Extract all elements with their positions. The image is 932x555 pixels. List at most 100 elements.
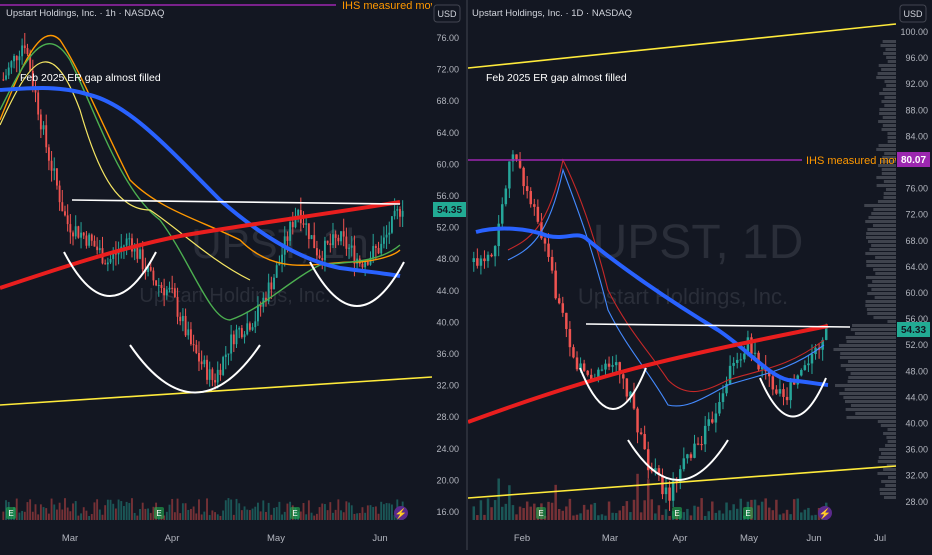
volume-profile-bar bbox=[840, 364, 896, 367]
volume-profile-bar bbox=[845, 336, 896, 339]
volume-profile-bar bbox=[846, 340, 896, 343]
volume-profile-bar bbox=[885, 444, 896, 447]
left-chart-panel[interactable]: UPST, 1h Upstart Holdings, Inc. IHS meas… bbox=[0, 0, 466, 550]
lightning-icon[interactable] bbox=[394, 506, 408, 520]
candle-body bbox=[106, 262, 109, 265]
volume-bar bbox=[525, 501, 529, 520]
candle-body bbox=[515, 154, 518, 160]
lightning-icon[interactable] bbox=[818, 506, 832, 520]
candle-body bbox=[152, 270, 155, 281]
earnings-icon[interactable] bbox=[290, 507, 300, 519]
volume-bar bbox=[90, 514, 93, 520]
volume-bar bbox=[600, 514, 604, 520]
candle-body bbox=[568, 329, 572, 348]
price-tick-label: 24.00 bbox=[436, 444, 459, 454]
volume-profile-bar bbox=[886, 56, 896, 59]
volume-bar bbox=[476, 515, 479, 520]
right-currency-button[interactable] bbox=[899, 4, 927, 23]
volume-profile-bar bbox=[887, 132, 896, 135]
candle-body bbox=[810, 354, 814, 364]
volume-bar bbox=[565, 506, 568, 520]
volume-profile-bar bbox=[838, 344, 896, 347]
candle-body bbox=[714, 413, 718, 423]
time-tick-label: Jul bbox=[874, 533, 886, 544]
volume-profile-bar bbox=[887, 140, 896, 143]
candle-body bbox=[508, 161, 511, 189]
right-chart-svg[interactable]: UPST, 1D Upstart Holdings, Inc. IHS meas… bbox=[467, 0, 932, 550]
candle-body bbox=[230, 334, 233, 354]
candle-body bbox=[590, 374, 593, 381]
volume-profile-bar bbox=[839, 356, 896, 359]
right-price-axis[interactable] bbox=[896, 0, 932, 524]
volume-profile-bar bbox=[864, 204, 896, 207]
candle-body bbox=[639, 432, 643, 435]
candle-body bbox=[536, 206, 540, 222]
volume-bar bbox=[718, 510, 721, 520]
volume-bar bbox=[53, 504, 56, 520]
volume-profile-bar bbox=[887, 320, 896, 323]
volume-bar bbox=[714, 512, 718, 520]
volume-profile-bar bbox=[882, 116, 896, 119]
candle-body bbox=[270, 282, 273, 290]
volume-bar bbox=[768, 507, 771, 520]
panel-divider[interactable] bbox=[466, 0, 468, 550]
candle-body bbox=[388, 232, 391, 235]
volume-bar bbox=[337, 499, 340, 520]
left-price-axis[interactable] bbox=[432, 0, 466, 524]
volume-bar bbox=[96, 499, 99, 520]
earnings-icon[interactable] bbox=[6, 507, 16, 519]
right-chart-panel[interactable]: UPST, 1D Upstart Holdings, Inc. IHS meas… bbox=[467, 0, 932, 550]
price-tick-label: 72.00 bbox=[905, 210, 928, 220]
candle-body bbox=[393, 210, 396, 217]
left-sma-blue-line bbox=[0, 86, 401, 278]
volume-bar bbox=[604, 515, 607, 520]
candle-body bbox=[61, 202, 64, 212]
candle-body bbox=[173, 288, 176, 297]
volume-profile-bar bbox=[879, 108, 896, 111]
candle-body bbox=[374, 246, 377, 248]
candle-body bbox=[782, 389, 785, 397]
candle-body bbox=[315, 248, 318, 256]
volume-bar bbox=[131, 498, 133, 520]
volume-profile-bar bbox=[883, 52, 896, 55]
volume-bar bbox=[682, 512, 686, 520]
price-tick-label: 60.00 bbox=[436, 159, 459, 169]
earnings-icon[interactable] bbox=[154, 507, 164, 519]
candle-body bbox=[85, 235, 88, 246]
candle-body bbox=[326, 240, 329, 244]
volume-profile-bar bbox=[868, 216, 896, 219]
earnings-icon[interactable] bbox=[536, 507, 546, 519]
left-chart-svg[interactable]: UPST, 1h Upstart Holdings, Inc. IHS meas… bbox=[0, 0, 466, 550]
price-tick-label: 44.00 bbox=[436, 286, 459, 296]
volume-bar bbox=[568, 498, 572, 520]
candle-body bbox=[643, 434, 646, 450]
candle-body bbox=[689, 454, 693, 458]
candle-body bbox=[235, 329, 238, 345]
volume-bar bbox=[372, 506, 375, 520]
volume-profile-bar bbox=[881, 172, 896, 175]
candle-body bbox=[254, 321, 257, 328]
candle-body bbox=[750, 337, 753, 354]
volume-bar bbox=[101, 514, 104, 520]
candle-body bbox=[329, 243, 332, 246]
candle-body bbox=[497, 223, 500, 247]
earnings-icon[interactable] bbox=[743, 507, 753, 519]
candle-body bbox=[703, 425, 707, 445]
candle-body bbox=[550, 256, 554, 271]
candle-body bbox=[565, 312, 568, 330]
volume-profile-bar bbox=[871, 212, 896, 215]
volume-profile-bar bbox=[866, 232, 896, 235]
candle-body bbox=[753, 352, 757, 354]
earnings-icon[interactable] bbox=[672, 507, 682, 519]
volume-bar bbox=[181, 503, 184, 520]
left-currency-button[interactable] bbox=[433, 4, 461, 23]
volume-profile-bar bbox=[877, 72, 896, 75]
time-tick-label: May bbox=[740, 533, 758, 544]
volume-bar bbox=[350, 505, 353, 520]
volume-profile-bar bbox=[881, 480, 896, 483]
volume-bar bbox=[693, 505, 696, 520]
candle-body bbox=[604, 363, 607, 370]
volume-bar bbox=[511, 505, 515, 520]
candle-body bbox=[77, 226, 80, 238]
right-plot-area[interactable] bbox=[468, 0, 896, 524]
